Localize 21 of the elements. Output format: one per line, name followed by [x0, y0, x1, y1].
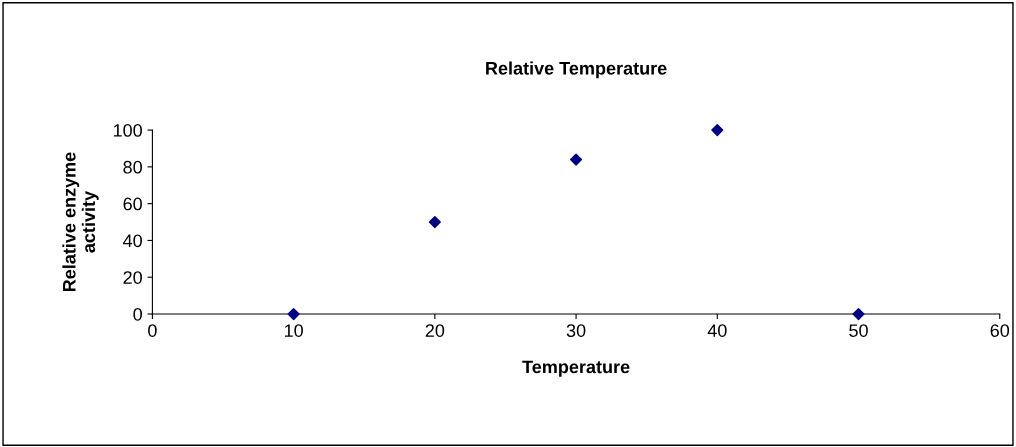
x-tick-label: 10 [284, 324, 303, 337]
point [428, 215, 441, 229]
y-tick-label: 60 [123, 197, 142, 211]
x-tick-label: 40 [707, 324, 727, 337]
x-tick-label: 50 [849, 324, 868, 337]
x-tick-label: 0 [148, 324, 157, 337]
y-tick-label: 0 [133, 307, 142, 321]
x-axis-title: Temperature [522, 360, 630, 377]
chart-title: Relative Temperature [486, 61, 667, 79]
point [711, 124, 724, 137]
point [852, 307, 865, 321]
x-tick-label: 60 [990, 324, 1010, 337]
y-tick-label: 40 [123, 234, 142, 248]
point [287, 307, 300, 321]
y-tick-label: 20 [123, 271, 142, 284]
y-axis-title: Relative enzyme activity [62, 152, 99, 292]
x-tick-label: 30 [566, 324, 586, 337]
x-tick-label: 20 [425, 324, 445, 337]
point [569, 153, 583, 166]
y-tick-label: 80 [123, 160, 142, 174]
y-tick-label: 100 [113, 124, 142, 137]
